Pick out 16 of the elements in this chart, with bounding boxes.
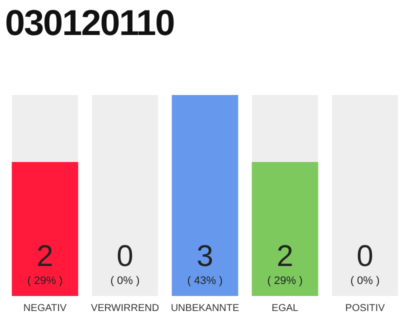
data-label: 0 <box>356 240 374 273</box>
x-tick-label: NEGATIV <box>23 302 67 314</box>
data-label: 2 <box>36 240 54 273</box>
annotation: ( 43% ) <box>187 275 223 287</box>
x-tick-label: VERWIRREND <box>90 302 160 314</box>
annotation: ( 0% ) <box>110 275 140 287</box>
annotation: ( 29% ) <box>27 275 63 287</box>
annotation: ( 0% ) <box>350 275 380 287</box>
x-tick-label: EGAL <box>272 302 299 314</box>
data-label: 0 <box>116 240 134 273</box>
x-tick-label: UNBEKANNTE <box>170 302 240 314</box>
data-label: 3 <box>196 240 214 273</box>
chart-title: 030120110 <box>5 1 174 45</box>
x-tick-label: POSITIV <box>345 302 386 314</box>
annotation: ( 29% ) <box>267 275 303 287</box>
data-label: 2 <box>276 240 294 273</box>
